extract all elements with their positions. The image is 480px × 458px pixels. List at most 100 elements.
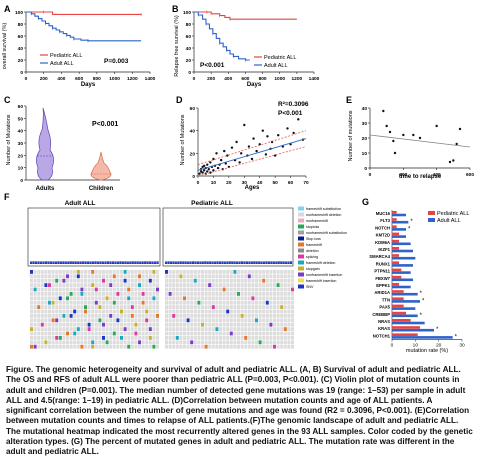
heatmap-cell bbox=[44, 296, 47, 300]
heatmap-cell bbox=[127, 296, 130, 300]
heatmap-cell bbox=[98, 279, 101, 283]
panel-f-pediatric-box bbox=[163, 208, 293, 266]
heatmap-cell bbox=[284, 292, 287, 296]
heatmap-cell bbox=[41, 292, 44, 296]
heatmap-cell bbox=[187, 323, 190, 327]
heatmap-cell bbox=[55, 305, 58, 309]
pediatric-bar bbox=[392, 283, 399, 286]
heatmap-cell bbox=[48, 301, 51, 305]
heatmap-cell bbox=[131, 345, 134, 349]
heatmap-cell bbox=[34, 323, 37, 327]
heatmap-cell bbox=[280, 310, 283, 314]
heatmap-cell bbox=[59, 270, 62, 274]
heatmap-cell bbox=[142, 292, 145, 296]
mutation-count-bar bbox=[134, 262, 136, 264]
heatmap-cell bbox=[37, 283, 40, 287]
heatmap-cell bbox=[77, 327, 80, 331]
heatmap-cell bbox=[266, 310, 269, 314]
heatmap-cell bbox=[127, 314, 130, 318]
heatmap-cell bbox=[131, 332, 134, 336]
heatmap-cell bbox=[190, 301, 193, 305]
heatmap-cell bbox=[145, 292, 148, 296]
heatmap-cell bbox=[149, 283, 152, 287]
heatmap-cell bbox=[226, 332, 229, 336]
heatmap-cell bbox=[34, 274, 37, 278]
pediatric-bar bbox=[392, 247, 399, 250]
heatmap-cell bbox=[80, 283, 83, 287]
heatmap-cell bbox=[212, 327, 215, 331]
heatmap-cell bbox=[138, 314, 141, 318]
heatmap-cell bbox=[142, 283, 145, 287]
heatmap-cell bbox=[138, 340, 141, 344]
heatmap-cell bbox=[183, 323, 186, 327]
heatmap-cell bbox=[176, 340, 179, 344]
heatmap-cell bbox=[237, 332, 240, 336]
heatmap-cell bbox=[215, 323, 218, 327]
adult-bar bbox=[392, 315, 418, 318]
heatmap-cell bbox=[44, 340, 47, 344]
heatmap-cell bbox=[223, 296, 226, 300]
panel-g-legend: Pediatric ALL Adult ALL bbox=[428, 211, 469, 224]
heatmap-cell bbox=[248, 296, 251, 300]
heatmap-cell bbox=[124, 274, 127, 278]
heatmap-cell bbox=[52, 318, 55, 322]
panel-f: F Adult ALL Pediatric ALL frameshift sub… bbox=[4, 192, 347, 349]
heatmap-cell bbox=[88, 345, 91, 349]
heatmap-cell bbox=[77, 274, 80, 278]
heatmap-cell bbox=[169, 345, 172, 349]
heatmap-cell bbox=[66, 279, 69, 283]
heatmap-cell bbox=[215, 305, 218, 309]
heatmap-cell bbox=[142, 345, 145, 349]
heatmap-cell bbox=[262, 296, 265, 300]
mutation-count-bar bbox=[251, 262, 253, 264]
heatmap-cell bbox=[84, 288, 87, 292]
heatmap-cell bbox=[106, 305, 109, 309]
heatmap-cell bbox=[131, 274, 134, 278]
heatmap-cell bbox=[73, 305, 76, 309]
legend-label: nonframeshift deletion bbox=[306, 213, 341, 217]
heatmap-cell bbox=[55, 301, 58, 305]
heatmap-cell bbox=[113, 332, 116, 336]
heatmap-cell bbox=[131, 340, 134, 344]
heatmap-cell bbox=[66, 274, 69, 278]
heatmap-cell bbox=[284, 336, 287, 340]
panel-b-pvalue: P<0.001 bbox=[200, 62, 225, 69]
heatmap-cell bbox=[102, 345, 105, 349]
heatmap-cell bbox=[226, 327, 229, 331]
heatmap-cell bbox=[124, 292, 127, 296]
heatmap-cell bbox=[251, 288, 254, 292]
heatmap-cell bbox=[215, 336, 218, 340]
heatmap-cell bbox=[269, 279, 272, 283]
heatmap-cell bbox=[205, 270, 208, 274]
heatmap-cell bbox=[77, 314, 80, 318]
panel-f-group-adult: Adult ALL bbox=[65, 200, 96, 207]
legend-swatch bbox=[298, 225, 304, 229]
heatmap-cell bbox=[251, 340, 254, 344]
heatmap-cell bbox=[251, 296, 254, 300]
mutation-count-bar bbox=[224, 262, 226, 264]
heatmap-cell bbox=[124, 318, 127, 322]
heatmap-cell bbox=[88, 288, 91, 292]
heatmap-cell bbox=[37, 318, 40, 322]
scatter-point bbox=[201, 171, 203, 173]
heatmap-cell bbox=[66, 323, 69, 327]
heatmap-cell bbox=[48, 318, 51, 322]
heatmap-cell bbox=[62, 318, 65, 322]
heatmap-cell bbox=[233, 292, 236, 296]
heatmap-cell bbox=[179, 279, 182, 283]
heatmap-cell bbox=[52, 336, 55, 340]
heatmap-cell bbox=[244, 296, 247, 300]
heatmap-cell bbox=[59, 318, 62, 322]
panel-e-ylabel: Number of mutations bbox=[348, 110, 354, 161]
heatmap-cell bbox=[226, 296, 229, 300]
mutation-count-bar bbox=[236, 262, 238, 264]
scatter-point bbox=[292, 132, 294, 134]
heatmap-cell bbox=[219, 301, 222, 305]
x-tick-label: 0 bbox=[193, 76, 196, 82]
heatmap-cell bbox=[244, 310, 247, 314]
heatmap-cell bbox=[80, 270, 83, 274]
heatmap-cell bbox=[66, 296, 69, 300]
heatmap-cell bbox=[152, 296, 155, 300]
